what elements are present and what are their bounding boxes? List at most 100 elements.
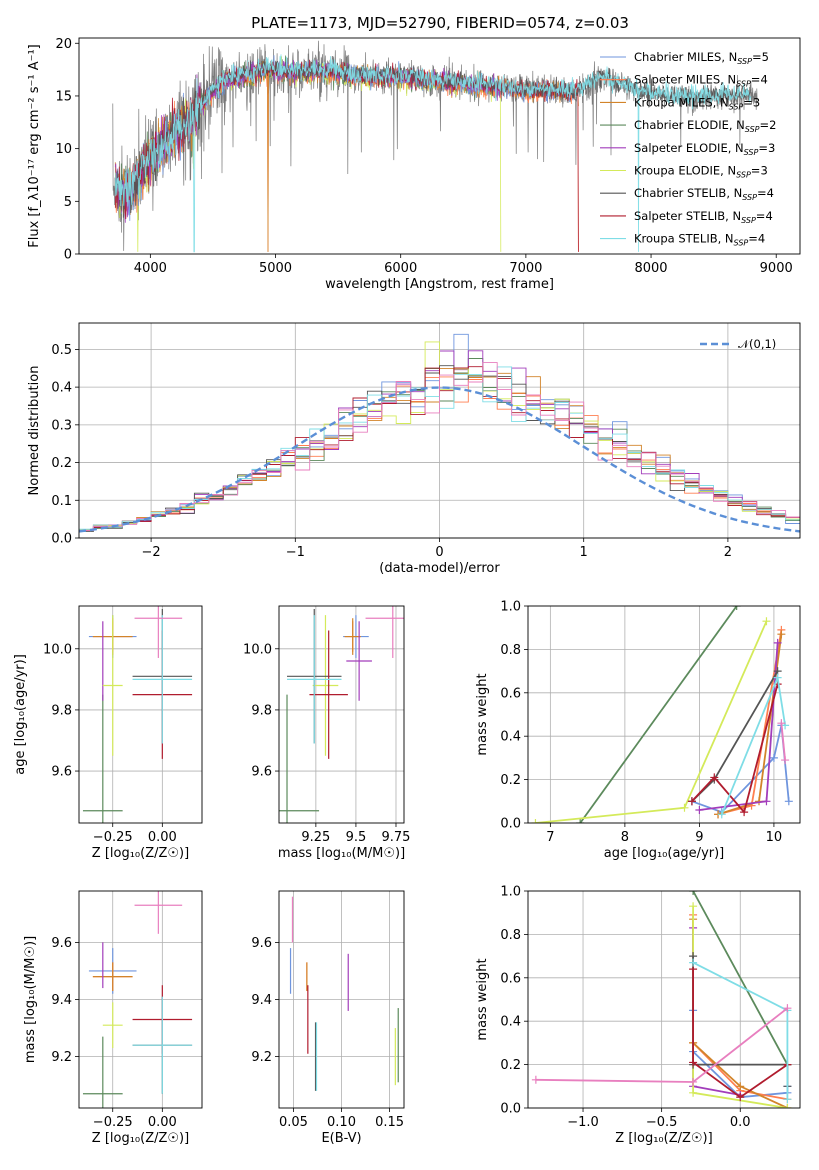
plot-area-mass_vs_Z bbox=[82, 891, 193, 1108]
axes-frame bbox=[78, 37, 801, 255]
x-tick-label: 7 bbox=[546, 830, 554, 845]
weight-marker bbox=[769, 753, 778, 762]
x-tick-label: 9 bbox=[695, 830, 703, 845]
y-tick-label: 9.6 bbox=[51, 765, 72, 780]
plot-area-age_vs_mass bbox=[279, 606, 404, 823]
plot-area-mass_vs_EBV bbox=[289, 896, 399, 1091]
weight-line bbox=[535, 620, 768, 823]
y-tick-label: 20 bbox=[55, 37, 72, 52]
y-axis-label: mass weight bbox=[475, 673, 490, 755]
y-tick-label: 0.0 bbox=[500, 817, 521, 832]
weight-marker bbox=[689, 958, 698, 967]
x-tick-label: 9000 bbox=[760, 261, 793, 276]
normal-curve bbox=[79, 386, 800, 533]
legend-entry: Chabrier STELIB, NSSP=4 bbox=[634, 186, 774, 202]
axes-frame bbox=[78, 322, 801, 539]
weight-marker bbox=[762, 617, 771, 626]
x-tick-label: 0.15 bbox=[375, 1115, 404, 1130]
y-tick-label: 0.5 bbox=[51, 343, 72, 358]
spectrum-legend: Chabrier MILES, NSSP=5 Salpeter MILES, NS… bbox=[600, 50, 776, 248]
histogram-step bbox=[79, 362, 800, 532]
y-tick-label: 0.2 bbox=[500, 1058, 521, 1073]
x-tick-label: −0.5 bbox=[646, 1115, 678, 1130]
weight-marker bbox=[689, 902, 698, 911]
axes-frame bbox=[278, 605, 405, 824]
legend-entry: 𝒩(0,1) bbox=[738, 337, 776, 351]
axes-mass_vs_EBV: 0.05 0.10 0.15 9.2 9.4 9.6 E(B-V) bbox=[251, 890, 405, 1146]
weight-marker bbox=[777, 719, 786, 728]
weight-marker bbox=[783, 1004, 792, 1013]
y-tick-label: 9.4 bbox=[251, 993, 272, 1008]
x-axis-label: Z [log₁₀(Z/Z☉)] bbox=[92, 1131, 189, 1146]
x-axis-label: mass [log₁₀(M/M☉)] bbox=[278, 846, 405, 861]
x-tick-label: −0.25 bbox=[93, 830, 133, 845]
weight-marker bbox=[689, 891, 698, 895]
axes-spectrum: 4000 5000 6000 7000 8000 9000 0 5 10 15 20 waveleng… bbox=[27, 37, 801, 292]
y-tick-label: 9.6 bbox=[251, 765, 272, 780]
y-tick-label: 10.0 bbox=[43, 642, 72, 657]
x-axis-label: (data-model)/error bbox=[379, 561, 500, 576]
axes-frame bbox=[78, 890, 203, 1109]
y-tick-label: 10 bbox=[55, 142, 72, 157]
y-tick-label: 9.6 bbox=[251, 936, 272, 951]
y-axis-label: mass weight bbox=[475, 958, 490, 1040]
y-tick-label: 0.8 bbox=[500, 643, 521, 658]
x-tick-label: 9.25 bbox=[301, 830, 330, 845]
x-axis-label: Z [log₁₀(Z/Z☉)] bbox=[615, 1131, 712, 1146]
weight-line bbox=[692, 891, 789, 1066]
axes-frame bbox=[78, 605, 203, 824]
legend-entry: Salpeter ELODIE, NSSP=3 bbox=[634, 141, 775, 157]
legend-entry: Chabrier MILES, NSSP=5 bbox=[634, 50, 769, 66]
y-tick-label: 1.0 bbox=[500, 600, 521, 615]
x-axis-label: E(B-V) bbox=[321, 1131, 361, 1146]
weight-marker bbox=[531, 819, 540, 823]
weight-line bbox=[579, 606, 738, 823]
weight-marker bbox=[783, 1104, 792, 1108]
axes-age_vs_mass: 9.25 9.5 9.75 9.6 9.8 10.0 mass [log₁₀(M/M☉)] bbox=[243, 605, 411, 861]
x-axis-label: wavelength [Angstrom, rest frame] bbox=[325, 277, 554, 292]
y-tick-label: 0.6 bbox=[500, 971, 521, 986]
y-tick-label: 9.6 bbox=[51, 936, 72, 951]
x-tick-label: 7000 bbox=[509, 261, 542, 276]
weight-marker bbox=[781, 756, 790, 765]
x-tick-label: 0 bbox=[435, 545, 443, 560]
x-tick-label: −2 bbox=[142, 545, 161, 560]
x-tick-label: 9.75 bbox=[382, 830, 411, 845]
x-tick-label: 10 bbox=[766, 830, 783, 845]
weight-marker bbox=[680, 803, 689, 812]
weight-marker bbox=[736, 1093, 745, 1102]
weight-line bbox=[692, 969, 788, 1099]
plot-area-weight_vs_age bbox=[531, 606, 793, 823]
weight-marker bbox=[784, 797, 793, 806]
weight-marker bbox=[762, 797, 771, 806]
axes-frame bbox=[278, 890, 405, 1109]
y-tick-label: 0 bbox=[64, 248, 72, 263]
weight-line bbox=[692, 927, 741, 1096]
legend-entry: Salpeter MILES, NSSP=4 bbox=[634, 73, 768, 89]
model-spectrum bbox=[114, 54, 752, 253]
weight-marker bbox=[531, 1075, 540, 1084]
axes-mass_vs_Z: −0.25 0.00 9.2 9.4 9.6 Z [log₁₀(Z/Z☉)] mass [l… bbox=[23, 890, 203, 1146]
axes-residuals: −2 −1 0 1 2 0.0 0.1 0.2 0.3 0.4 0.5 (data-model)/er… bbox=[27, 322, 801, 576]
y-tick-label: 0.4 bbox=[500, 1015, 521, 1030]
y-tick-label: 9.4 bbox=[51, 993, 72, 1008]
axes-frame bbox=[527, 890, 801, 1109]
weight-marker bbox=[689, 1058, 698, 1067]
y-tick-label: 0.0 bbox=[500, 1102, 521, 1117]
legend-entry: Chabrier ELODIE, NSSP=2 bbox=[634, 118, 776, 134]
y-tick-label: 15 bbox=[55, 89, 72, 104]
x-tick-label: 8 bbox=[621, 830, 629, 845]
y-tick-label: 9.8 bbox=[251, 703, 272, 718]
y-tick-label: 0.1 bbox=[51, 494, 72, 509]
y-tick-label: 9.8 bbox=[51, 703, 72, 718]
y-tick-label: 0.3 bbox=[51, 418, 72, 433]
y-axis-label: Normed distribution bbox=[27, 366, 42, 496]
weight-marker bbox=[740, 808, 749, 817]
weight-marker bbox=[736, 1082, 745, 1091]
y-tick-label: 0.6 bbox=[500, 686, 521, 701]
weight-marker bbox=[773, 638, 782, 647]
plot-area-age_vs_Z bbox=[82, 606, 193, 823]
weight-line bbox=[691, 683, 779, 814]
weight-marker bbox=[710, 773, 719, 782]
